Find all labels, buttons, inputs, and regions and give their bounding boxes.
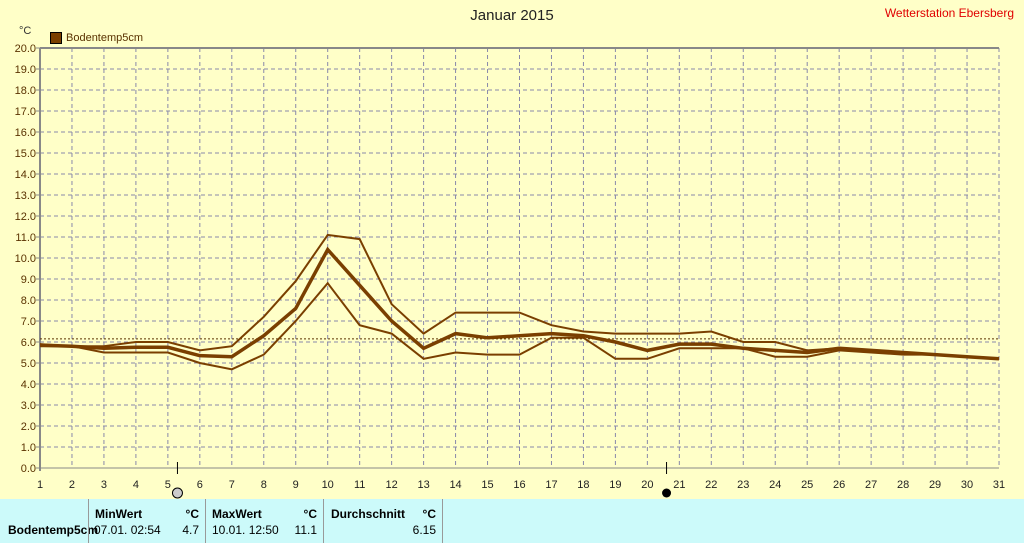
avg-unit: °C [422, 507, 436, 521]
y-tick-label: 2.0 [21, 421, 36, 433]
full-moon-icon [171, 487, 183, 499]
x-tick-label: 29 [929, 479, 941, 491]
x-tick-label: 11 [354, 479, 365, 491]
stats-table: Bodentemp5cm MinWert °C 07.01. 02:54 4.7… [0, 499, 1024, 543]
max-unit: °C [303, 507, 317, 521]
row-label: Bodentemp5cm [8, 523, 99, 537]
x-tick-label: 23 [737, 479, 749, 491]
series-line-avg [39, 246, 1000, 361]
y-tick-label: 6.0 [21, 337, 36, 349]
y-tick-label: 15.0 [15, 148, 36, 160]
y-tick-label: 19.0 [15, 64, 36, 76]
x-tick-label: 1 [37, 479, 43, 491]
y-tick-label: 5.0 [21, 358, 36, 370]
max-value: 11.1 [294, 523, 317, 537]
x-tick-label: 30 [961, 479, 973, 491]
x-tick-label: 21 [673, 479, 685, 491]
x-tick-label: 5 [165, 479, 171, 491]
x-tick-label: 13 [417, 479, 429, 491]
x-tick-label: 14 [449, 479, 461, 491]
x-tick-label: 24 [769, 479, 781, 491]
y-tick-label: 18.0 [15, 85, 36, 97]
y-tick-label: 7.0 [21, 316, 36, 328]
y-tick-label: 3.0 [21, 400, 36, 412]
x-tick-label: 25 [801, 479, 813, 491]
chart-title: Januar 2015 [470, 7, 554, 24]
x-tick-label: 16 [513, 479, 525, 491]
legend-swatch [50, 32, 62, 44]
x-tick-label: 17 [545, 479, 557, 491]
new-moon-icon [662, 488, 672, 498]
y-tick-label: 16.0 [15, 127, 36, 139]
y-tick-label: 13.0 [15, 190, 36, 202]
x-tick-label: 31 [993, 479, 1005, 491]
min-unit: °C [185, 507, 199, 521]
y-tick-label: 17.0 [15, 106, 36, 118]
y-tick-label: 11.0 [15, 232, 36, 244]
min-value: 4.7 [182, 523, 199, 537]
series-line-min [40, 281, 1000, 371]
y-tick-label: 0.0 [21, 463, 36, 475]
y-tick-label: 14.0 [15, 169, 36, 181]
station-name: Wetterstation Ebersberg [884, 6, 1014, 20]
x-tick-label: 22 [705, 479, 717, 491]
x-tick-label: 15 [481, 479, 493, 491]
x-tick-label: 10 [322, 479, 334, 491]
x-tick-label: 19 [609, 479, 621, 491]
x-tick-label: 6 [197, 479, 203, 491]
y-tick-label: 4.0 [21, 379, 36, 391]
x-tick-label: 3 [101, 479, 107, 491]
min-time: 07.01. 02:54 [94, 523, 161, 537]
max-header: MaxWert [212, 507, 262, 521]
y-tick-label: 10.0 [15, 253, 36, 265]
x-tick-label: 18 [577, 479, 589, 491]
max-time: 10.01. 12:50 [212, 523, 279, 537]
y-tick-label: 20.0 [15, 43, 36, 55]
avg-header: Durchschnitt [331, 507, 406, 521]
x-tick-label: 2 [69, 479, 75, 491]
x-tick-label: 27 [865, 479, 877, 491]
legend-label: Bodentemp5cm [66, 32, 144, 44]
x-tick-label: 26 [833, 479, 845, 491]
min-header: MinWert [95, 507, 143, 521]
avg-value: 6.15 [412, 523, 436, 537]
x-tick-label: 7 [229, 479, 235, 491]
x-tick-label: 9 [293, 479, 299, 491]
x-tick-label: 4 [133, 479, 139, 491]
chart: 0.01.02.03.04.05.06.07.08.09.010.011.012… [15, 43, 1005, 499]
y-tick-label: 1.0 [21, 442, 36, 454]
x-tick-label: 8 [261, 479, 267, 491]
y-axis-unit: °C [19, 25, 32, 37]
legend: Bodentemp5cm [50, 32, 143, 44]
x-tick-label: 28 [897, 479, 909, 491]
y-tick-label: 8.0 [21, 295, 36, 307]
y-tick-label: 9.0 [21, 274, 36, 286]
x-tick-label: 20 [641, 479, 653, 491]
x-tick-label: 12 [386, 479, 398, 491]
y-tick-label: 12.0 [15, 211, 36, 223]
